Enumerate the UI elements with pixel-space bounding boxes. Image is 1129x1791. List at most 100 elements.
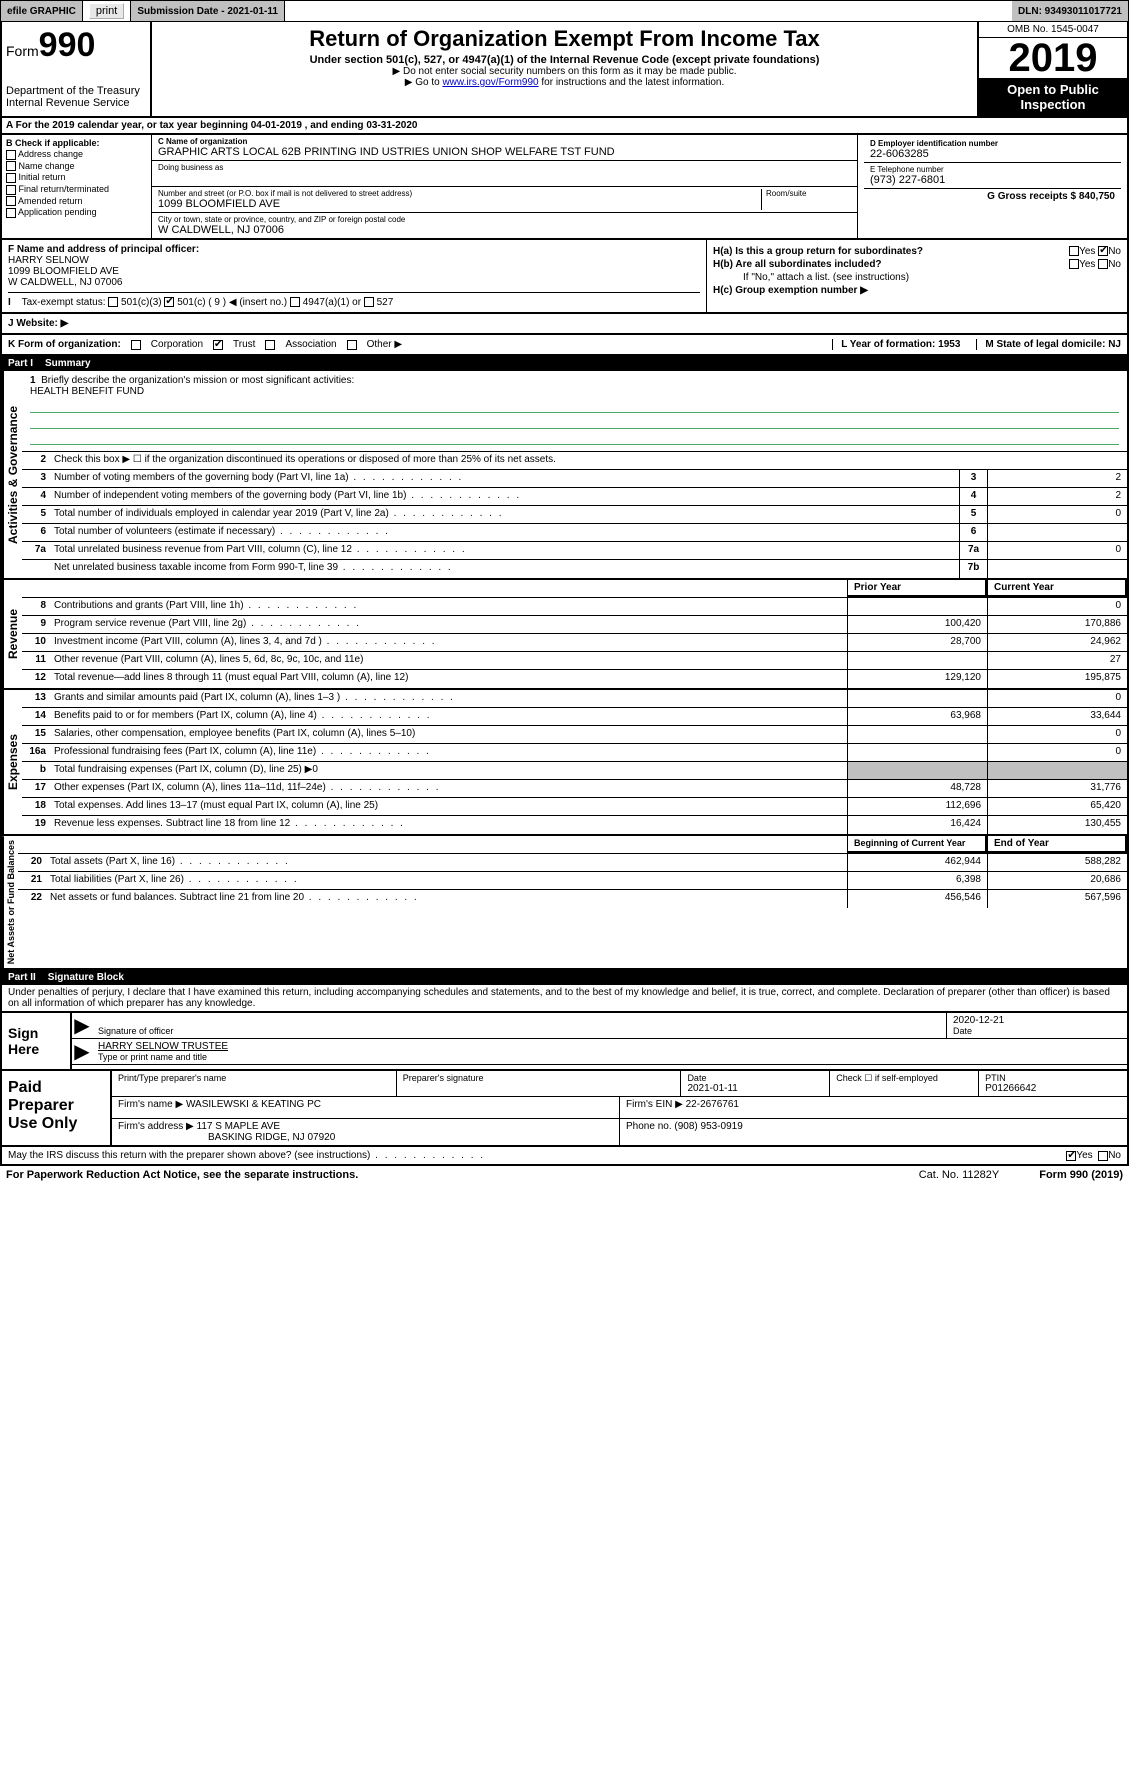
print-button[interactable]: print <box>89 3 124 19</box>
form-header: Form990 Department of the Treasury Inter… <box>0 22 1129 118</box>
p17: 48,728 <box>847 780 987 797</box>
cb-pending[interactable]: Application pending <box>6 207 147 218</box>
discuss-no-label: No <box>1108 1150 1121 1161</box>
p8 <box>847 598 987 615</box>
part-2-num: Part II <box>8 972 36 983</box>
preparer-block: Paid Preparer Use Only Print/Type prepar… <box>0 1071 1129 1147</box>
ha-no[interactable] <box>1098 246 1108 256</box>
c8: 0 <box>987 598 1127 615</box>
hb-yes[interactable] <box>1069 259 1079 269</box>
e-label: E Telephone number <box>870 165 1115 174</box>
cb-final[interactable]: Final return/terminated <box>6 184 147 195</box>
line-5: Total number of individuals employed in … <box>50 506 959 523</box>
discuss-row: May the IRS discuss this return with the… <box>0 1147 1129 1166</box>
discuss-yes[interactable] <box>1066 1151 1076 1161</box>
p20: 462,944 <box>847 854 987 871</box>
cb-other[interactable] <box>347 340 357 350</box>
hb-no[interactable] <box>1098 259 1108 269</box>
line-1-text: Briefly describe the organization's miss… <box>41 375 354 386</box>
side-revenue: Revenue <box>2 580 22 688</box>
line-3: Number of voting members of the governin… <box>50 470 959 487</box>
note-link: Go to www.irs.gov/Form990 for instructio… <box>156 77 973 88</box>
cb-amended[interactable]: Amended return <box>6 196 147 207</box>
addr-label: Number and street (or P.O. box if mail i… <box>158 189 761 198</box>
section-klm: K Form of organization: Corporation Trus… <box>0 335 1129 356</box>
cb-address-change[interactable]: Address change <box>6 149 147 160</box>
val-7a: 0 <box>987 542 1127 559</box>
line-7a: Total unrelated business revenue from Pa… <box>50 542 959 559</box>
side-governance: Activities & Governance <box>2 371 22 578</box>
hb-row: H(b) Are all subordinates included? Yes … <box>713 259 1121 270</box>
col-eoy: End of Year <box>987 836 1127 853</box>
p18: 112,696 <box>847 798 987 815</box>
discuss-yes-label: Yes <box>1076 1150 1092 1161</box>
cb-name-change[interactable]: Name change <box>6 161 147 172</box>
opt-final: Final return/terminated <box>19 184 110 194</box>
officer-addr1: 1099 BLOOMFIELD AVE <box>8 266 700 277</box>
line-18: Total expenses. Add lines 13–17 (must eq… <box>50 798 847 815</box>
c22: 567,596 <box>987 890 1127 908</box>
hc-row: H(c) Group exemption number ▶ <box>713 285 1121 296</box>
phone-label: Phone no. <box>626 1121 672 1132</box>
form-title: Return of Organization Exempt From Incom… <box>156 26 973 52</box>
prep-date-label: Date <box>687 1073 823 1083</box>
section-c: C Name of organization GRAPHIC ARTS LOCA… <box>152 135 857 238</box>
gross-receipts: G Gross receipts $ 840,750 <box>987 191 1115 202</box>
form-subtitle: Under section 501(c), 527, or 4947(a)(1)… <box>156 54 973 66</box>
firm-name: WASILEWSKI & KEATING PC <box>186 1099 321 1110</box>
m-state: M State of legal domicile: NJ <box>985 339 1121 350</box>
line-4: Number of independent voting members of … <box>50 488 959 505</box>
discuss-no[interactable] <box>1098 1151 1108 1161</box>
l-year: L Year of formation: 1953 <box>841 339 960 350</box>
section-b: B Check if applicable: Address change Na… <box>2 135 152 238</box>
cb-501c9[interactable] <box>164 297 174 307</box>
col-prior: Prior Year <box>847 580 987 597</box>
p16b <box>847 762 987 779</box>
p14: 63,968 <box>847 708 987 725</box>
summary-governance: Activities & Governance 1 Briefly descri… <box>0 371 1129 580</box>
line-1-block: 1 Briefly describe the organization's mi… <box>22 371 1127 452</box>
val-4: 2 <box>987 488 1127 505</box>
opt-name: Name change <box>19 161 75 171</box>
cb-assoc[interactable] <box>265 340 275 350</box>
dln-label: DLN: 93493011017721 <box>1012 1 1128 21</box>
cb-527[interactable] <box>364 297 374 307</box>
prep-name-label: Print/Type preparer's name <box>118 1073 390 1083</box>
cat-no: Cat. No. 11282Y <box>919 1169 1000 1181</box>
line-12: Total revenue—add lines 8 through 11 (mu… <box>50 670 847 688</box>
cb-501c3[interactable] <box>108 297 118 307</box>
department-label: Department of the Treasury Internal Reve… <box>6 85 146 109</box>
irs-link[interactable]: www.irs.gov/Form990 <box>442 77 538 88</box>
c14: 33,644 <box>987 708 1127 725</box>
val-6 <box>987 524 1127 541</box>
c15: 0 <box>987 726 1127 743</box>
line-20: Total assets (Part X, line 16) <box>46 854 847 871</box>
p22: 456,546 <box>847 890 987 908</box>
note2-post: for instructions and the latest informat… <box>539 77 725 88</box>
print-name-label: Type or print name and title <box>98 1052 1121 1062</box>
ha-yes[interactable] <box>1069 246 1079 256</box>
summary-netassets: Net Assets or Fund Balances Beginning of… <box>0 836 1129 970</box>
cb-initial[interactable]: Initial return <box>6 172 147 183</box>
form-number: Form990 <box>6 26 146 65</box>
line-14: Benefits paid to or for members (Part IX… <box>50 708 847 725</box>
d-label: D Employer identification number <box>870 139 998 148</box>
side-netassets: Net Assets or Fund Balances <box>2 836 18 968</box>
line-10: Investment income (Part VIII, column (A)… <box>50 634 847 651</box>
c18: 65,420 <box>987 798 1127 815</box>
officer-print-name: HARRY SELNOW TRUSTEE <box>98 1041 1121 1052</box>
sign-here-block: Sign Here ▶ Signature of officer 2020-12… <box>0 1013 1129 1071</box>
part-1-num: Part I <box>8 358 33 369</box>
cb-4947[interactable] <box>290 297 300 307</box>
room-label: Room/suite <box>766 189 851 198</box>
perjury-statement: Under penalties of perjury, I declare th… <box>0 985 1129 1013</box>
cb-trust[interactable] <box>213 340 223 350</box>
org-name: GRAPHIC ARTS LOCAL 62B PRINTING IND USTR… <box>158 146 851 158</box>
firm-addr2: BASKING RIDGE, NJ 07920 <box>118 1132 335 1143</box>
side-expenses: Expenses <box>2 690 22 834</box>
col-boy: Beginning of Current Year <box>847 836 987 853</box>
col-current: Current Year <box>987 580 1127 597</box>
c9: 170,886 <box>987 616 1127 633</box>
c11: 27 <box>987 652 1127 669</box>
cb-corp[interactable] <box>131 340 141 350</box>
